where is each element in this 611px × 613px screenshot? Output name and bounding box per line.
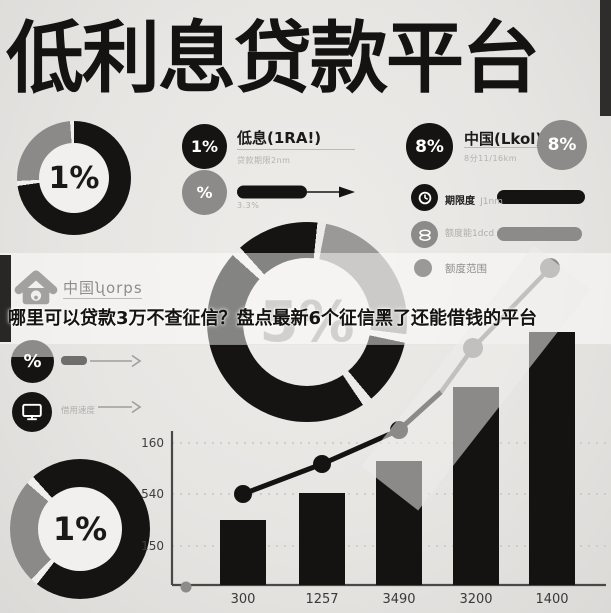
bar-pill-gray: [497, 227, 582, 241]
bar-pill-black: [497, 190, 585, 204]
row-label-speed: 借用速度: [61, 406, 96, 416]
headline-text: 哪里可以贷款3万不查征信？盘点最新6个征信黑了还能借钱的平台: [8, 308, 538, 329]
short-bar-gray: [61, 356, 87, 365]
rate-badge-black-right: 8%: [406, 123, 453, 170]
clock-icon: [411, 184, 438, 211]
band-left-edge: [0, 255, 11, 342]
row-label-range: 额度范围: [445, 263, 487, 275]
coins-icon: [411, 221, 438, 248]
rate-badge-gray-right: 8%: [537, 120, 587, 170]
row-label-term: 期限度 J1nm: [445, 196, 503, 207]
svg-text:3490: 3490: [382, 592, 415, 607]
percent-badge-gray: %: [182, 170, 227, 215]
donut-value: 1%: [38, 487, 122, 571]
donut-value: 5%: [243, 258, 371, 386]
svg-text:300: 300: [231, 592, 256, 607]
arrow-right-icon: [98, 400, 142, 414]
stat-heading: 低息(1RA!): [237, 129, 322, 147]
divider: [237, 149, 355, 150]
stat-heading-right: 中国(Lkol): [464, 130, 543, 148]
legend-dot-gray: [414, 259, 432, 277]
donut-chart-top-left: 1%: [17, 121, 131, 235]
brand-label: 中国ʯorps: [63, 279, 143, 297]
divider: [63, 298, 142, 299]
arrow-right-icon: [90, 354, 142, 368]
svg-text:3200: 3200: [459, 592, 492, 607]
monitor-icon: [12, 392, 52, 432]
donut-chart-center: 5%: [207, 222, 407, 422]
right-edge-bar: [600, 0, 611, 116]
donut-chart-bottom-left: 1%: [10, 459, 150, 599]
donut-value: 1%: [39, 143, 109, 213]
percent-badge-split: %: [11, 340, 54, 383]
svg-text:160: 160: [141, 436, 164, 450]
svg-text:540: 540: [141, 487, 164, 501]
row-label-amount: 额度能1dcd: [445, 229, 495, 239]
rate-badge-black: 1%: [182, 124, 227, 169]
stat-subvalue: 3.3%: [237, 201, 260, 210]
stat-subtext-right: 8分11/16km: [464, 154, 518, 163]
svg-text:1400: 1400: [535, 592, 568, 607]
divider: [464, 147, 546, 148]
page-title: 低利息贷款平台: [6, 14, 540, 104]
stat-subtext: 贷款期限2nm: [237, 156, 291, 165]
house-icon: [14, 270, 58, 305]
svg-text:1257: 1257: [305, 592, 338, 607]
progress-arrow-black: [237, 185, 355, 199]
